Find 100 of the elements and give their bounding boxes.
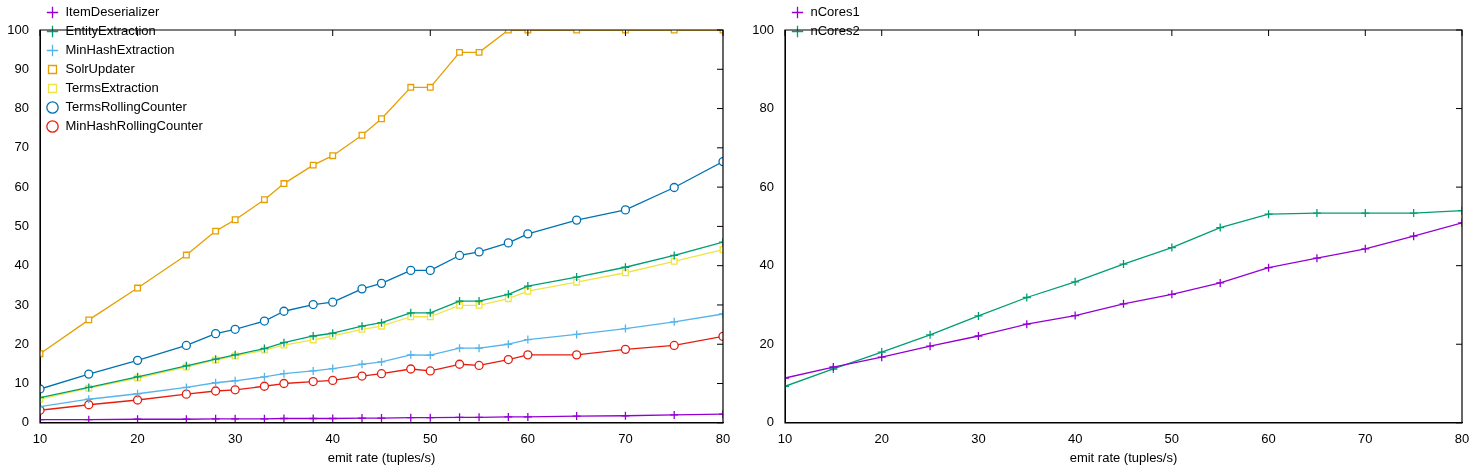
point: [210, 414, 221, 423]
y-tick-label: 20: [14, 335, 29, 351]
legend-label: MinHashExtraction: [65, 42, 175, 58]
legend-label: nCores1: [810, 4, 860, 20]
point: [571, 350, 582, 360]
x-tick-label: 50: [423, 431, 438, 447]
point: [279, 413, 289, 423]
point: [132, 355, 143, 365]
point: [328, 297, 338, 307]
y-tick-label: 100: [7, 21, 29, 37]
legend-label: EntityExtraction: [65, 23, 156, 39]
point: [376, 413, 387, 423]
point: [426, 313, 434, 321]
point: [1167, 289, 1177, 299]
point: [426, 83, 434, 91]
point: [571, 215, 582, 225]
x-tick-label: 20: [874, 431, 889, 447]
point: [279, 369, 289, 379]
y-tick-label: 40: [759, 257, 774, 273]
point: [132, 395, 143, 405]
y-tick-label: 30: [14, 296, 29, 312]
point: [523, 334, 533, 345]
y-tick-label: 40: [14, 257, 29, 273]
point: [329, 152, 337, 160]
point: [210, 386, 221, 396]
point: [308, 331, 318, 341]
y-tick-label: 20: [759, 335, 774, 351]
point: [181, 389, 192, 399]
point: [260, 196, 268, 204]
y-tick-label: 100: [752, 21, 774, 37]
point: [378, 115, 385, 123]
y-tick-label: 60: [14, 178, 29, 194]
y-tick-label: 80: [759, 100, 774, 116]
x-tick-label: 80: [715, 431, 731, 447]
point: [456, 48, 464, 56]
x-tick-label: 10: [32, 431, 48, 447]
point: [474, 296, 484, 306]
legend-label: MinHashRollingCounter: [65, 118, 204, 134]
point: [308, 299, 318, 310]
point: [230, 414, 240, 423]
point: [620, 344, 631, 354]
point: [406, 364, 416, 374]
point: [523, 229, 533, 239]
point: [925, 330, 935, 340]
x-axis-title: emit rate (tuples/s): [327, 449, 436, 465]
x-tick-label: 10: [777, 431, 793, 447]
point: [357, 359, 367, 369]
legend-label: SolrUpdater: [65, 61, 136, 77]
legend-label: TermsRollingCounter: [65, 99, 188, 115]
point: [230, 385, 240, 395]
point: [134, 284, 142, 292]
point: [1118, 259, 1129, 269]
point: [474, 247, 484, 257]
point: [230, 324, 240, 334]
point: [973, 311, 984, 321]
x-tick-label: 50: [1164, 431, 1180, 447]
point: [1360, 208, 1370, 218]
x-tick-label: 30: [227, 431, 243, 447]
point: [1215, 278, 1225, 288]
point: [474, 343, 484, 353]
x-tick-label: 40: [325, 431, 340, 447]
point: [973, 331, 984, 341]
point: [376, 357, 387, 367]
point: [571, 411, 582, 421]
x-tick-label: 70: [618, 431, 633, 447]
point: [357, 284, 367, 294]
x-tick-label: 70: [1358, 431, 1373, 447]
point: [212, 227, 220, 235]
point: [308, 366, 318, 376]
point: [210, 328, 221, 339]
point: [84, 369, 94, 379]
point: [523, 350, 533, 360]
y-tick-label: 10: [14, 375, 29, 391]
point: [669, 340, 679, 351]
y-tick-label: 60: [759, 178, 774, 194]
point: [259, 381, 270, 391]
point: [669, 182, 679, 193]
x-axis-title: emit rate (tuples/s): [1069, 449, 1178, 465]
point: [407, 83, 415, 91]
point: [279, 306, 289, 316]
point: [357, 321, 367, 331]
point: [474, 360, 484, 371]
point: [279, 378, 289, 389]
y-tick-label: 0: [21, 414, 29, 430]
point: [259, 316, 270, 326]
point: [1167, 242, 1177, 253]
point: [85, 316, 93, 324]
point: [475, 48, 483, 56]
point: [454, 296, 465, 306]
x-tick-label: 40: [1067, 431, 1083, 447]
legend-label: nCores2: [810, 23, 860, 39]
point: [425, 265, 435, 276]
point: [1312, 208, 1322, 218]
point: [376, 369, 387, 379]
point: [280, 180, 288, 188]
point: [573, 278, 581, 286]
point: [669, 410, 679, 420]
point: [670, 257, 678, 265]
y-tick-label: 80: [14, 100, 29, 116]
x-tick-label: 30: [971, 431, 986, 447]
